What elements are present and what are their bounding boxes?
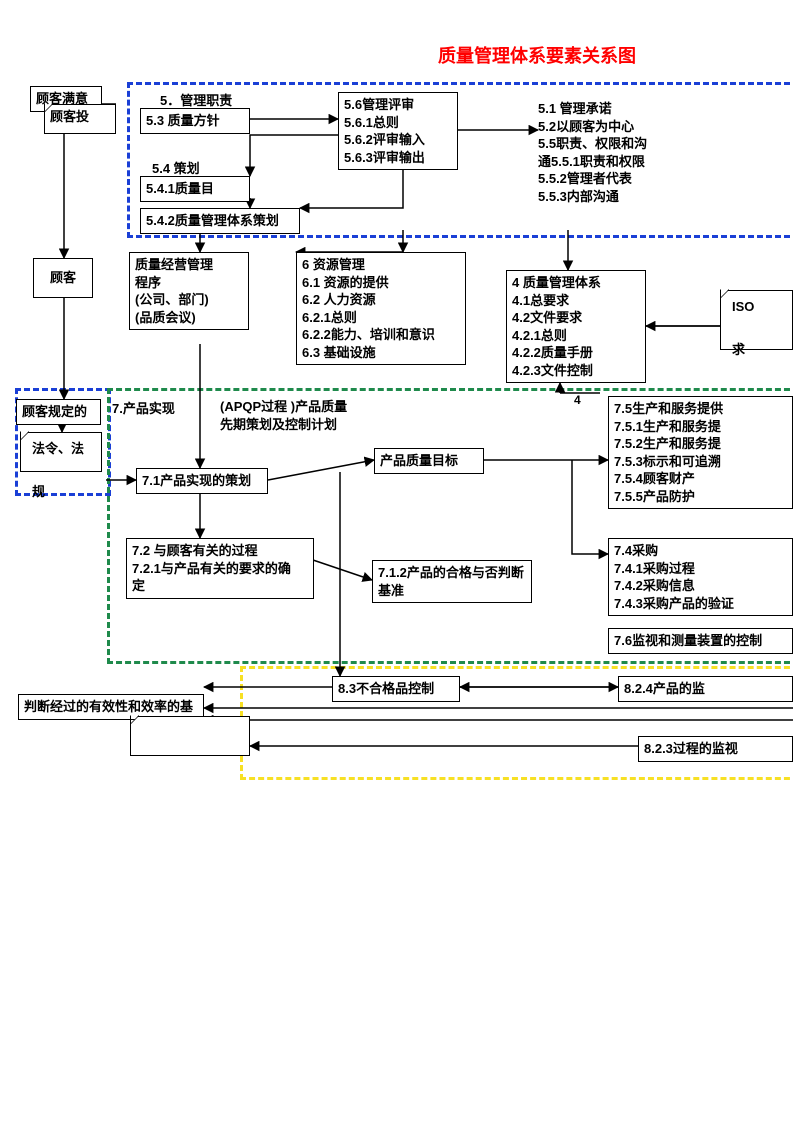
node-s51: 5.1 管理承诺 5.2以顾客为中心 5.5职责、权限和沟 通5.5.1职责和权… bbox=[538, 100, 688, 205]
node-s4: 4 质量管理体系 4.1总要求 4.2文件要求 4.2.1总则 4.2.2质量手… bbox=[506, 270, 646, 383]
node-s56: 5.6管理评审 5.6.1总则 5.6.2评审输入 5.6.3评审输出 bbox=[338, 92, 458, 170]
node-s541: 5.4.1质量目 bbox=[140, 176, 250, 202]
node-s83: 8.3不合格品控制 bbox=[332, 676, 460, 702]
page-title: 质量管理体系要素关系图 bbox=[438, 42, 636, 68]
label-s54: 5.4 策划 bbox=[152, 160, 200, 178]
label-s7: 7.产品实现 bbox=[112, 400, 175, 418]
node-iso: ISO求 bbox=[720, 290, 793, 350]
label-apqp: (APQP过程 )产品质量 先期策划及控制计划 bbox=[220, 398, 347, 433]
node-cust-spec: 顾客规定的 bbox=[16, 399, 101, 425]
node-pq-target: 产品质量目标 bbox=[374, 448, 484, 474]
node-law: 法令、法规 bbox=[20, 432, 102, 472]
label-4-stray: 4 bbox=[574, 392, 581, 408]
node-s53: 5.3 质量方针 bbox=[140, 108, 250, 134]
node-mgmt-prog: 质量经营管理 程序 (公司、部门) (品质会议) bbox=[129, 252, 249, 330]
node-s72: 7.2 与顾客有关的过程 7.2.1与产品有关的要求的确 定 bbox=[126, 538, 314, 599]
node-s823: 8.2.3过程的监视 bbox=[638, 736, 793, 762]
node-s824: 8.2.4产品的监 bbox=[618, 676, 793, 702]
label-s5: 5．管理职责 bbox=[160, 92, 232, 110]
node-s6: 6 资源管理 6.1 资源的提供 6.2 人力资源 6.2.1总则 6.2.2能… bbox=[296, 252, 466, 365]
node-s71: 7.1产品实现的策划 bbox=[136, 468, 268, 494]
node-cust-complain: 顾客投 bbox=[44, 104, 116, 134]
node-eff-doc bbox=[130, 716, 250, 756]
node-s74: 7.4采购 7.4.1采购过程 7.4.2采购信息 7.4.3采购产品的验证 bbox=[608, 538, 793, 616]
node-s712: 7.1.2产品的合格与否判断 基准 bbox=[372, 560, 532, 603]
node-s76: 7.6监视和测量装置的控制 bbox=[608, 628, 793, 654]
node-cust: 顾客 bbox=[33, 258, 93, 298]
node-s75: 7.5生产和服务提供 7.5.1生产和服务提 7.5.2生产和服务提 7.5.3… bbox=[608, 396, 793, 509]
node-s542: 5.4.2质量管理体系策划 bbox=[140, 208, 300, 234]
